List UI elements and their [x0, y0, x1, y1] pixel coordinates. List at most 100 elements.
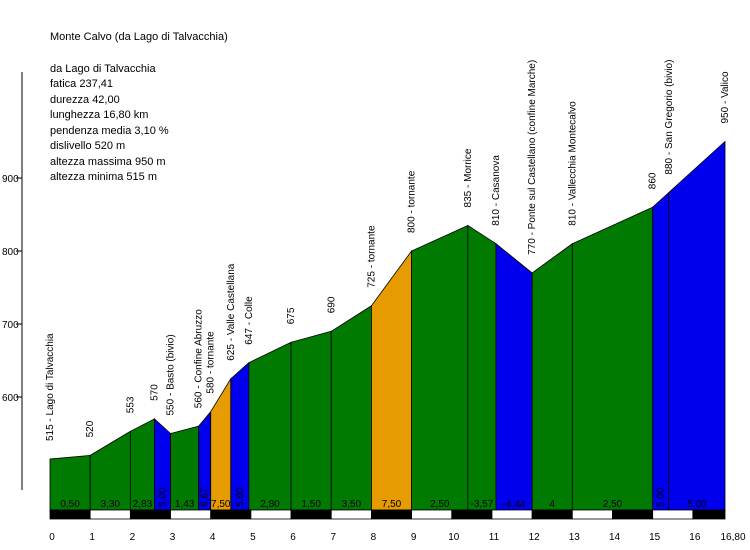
x-tick-label: 10 — [448, 532, 460, 543]
point-label: 550 - Basto (bivio) — [166, 334, 177, 415]
km-scale-block — [210, 509, 252, 520]
profile-segment — [571, 206, 654, 511]
point-label: 570 — [149, 384, 160, 401]
point-label: 690 — [326, 296, 337, 313]
point-label: 810 - Vallecchia Montecalvo — [567, 101, 578, 226]
profile-segment — [371, 249, 413, 511]
y-tick-label: 800 — [2, 247, 19, 258]
profile-segment — [129, 418, 155, 511]
info-line: altezza massima 950 m — [50, 155, 166, 168]
km-scale-block — [371, 509, 413, 520]
x-tick-label: 0 — [49, 532, 55, 543]
x-tick-label: 7 — [330, 532, 336, 543]
info-line: da Lago di Talvacchia — [50, 62, 156, 75]
profile-segment — [248, 341, 292, 511]
point-label: 580 - tornante — [206, 331, 217, 394]
km-scale-block — [612, 509, 654, 520]
segment-grade-label: 5,00 — [656, 487, 667, 507]
segment-grade-label: 7,50 — [211, 499, 231, 510]
segment-grade-label: 2,80 — [260, 499, 280, 510]
km-scale-block — [49, 509, 91, 520]
y-tick-label: 700 — [2, 320, 19, 331]
point-label: 725 - tornante — [366, 225, 377, 288]
profile-segment — [290, 330, 332, 511]
point-label: 625 - Valle Castellana — [226, 263, 237, 361]
x-tick-label: 2 — [130, 532, 136, 543]
x-tick-label: 13 — [569, 532, 581, 543]
point-label: 880 - San Gregorio (bivio) — [664, 60, 675, 175]
x-tick-label: 16,80 — [720, 532, 745, 543]
chart-title: Monte Calvo (da Lago di Talvacchia) — [50, 31, 228, 43]
info-line: lunghezza 16,80 km — [50, 109, 149, 121]
segment-grade-label: 7,50 — [382, 499, 402, 510]
km-scale-block — [692, 509, 726, 520]
x-tick-label: 5 — [250, 532, 256, 543]
profile-segment — [531, 242, 573, 511]
point-label: 520 — [85, 420, 96, 437]
km-scale-block — [170, 509, 212, 520]
profile-segment — [330, 305, 372, 511]
km-scale-block — [652, 509, 694, 520]
info-line: durezza 42,00 — [50, 93, 120, 106]
point-label: 553 — [125, 396, 136, 413]
info-line: fatica 237,41 — [50, 78, 113, 90]
point-label: 770 - Ponte sul Castellano (confine Marc… — [527, 60, 538, 255]
km-scale-block — [250, 509, 292, 520]
km-scale-block — [531, 509, 573, 520]
km-scale-block — [290, 509, 332, 520]
profile-segment — [668, 140, 726, 511]
segment-grade-label: 2,50 — [603, 499, 623, 510]
x-tick-label: 4 — [210, 532, 216, 543]
km-scale-block — [451, 509, 493, 520]
info-line: altezza minima 515 m — [50, 171, 157, 183]
segment-grade-label: -4,44 — [503, 499, 526, 510]
point-label: 515 - Lago di Talvacchia — [45, 333, 56, 441]
info-line: dislivello 520 m — [50, 140, 126, 152]
km-scale-block — [129, 509, 171, 520]
y-tick-label: 600 — [2, 393, 19, 404]
segment-grade-label: 2,83 — [133, 499, 153, 510]
info-line: pendenza media 3,10 % — [50, 124, 169, 137]
point-label: 647 - Colle — [244, 296, 255, 345]
profile-segment — [467, 224, 497, 511]
x-tick-label: 1 — [89, 532, 95, 543]
segment-grade-label: 0,50 — [60, 499, 80, 510]
segment-grade-label: 6,67 — [200, 487, 211, 507]
profile-segment — [170, 425, 200, 511]
segment-grade-label: 2,50 — [430, 499, 450, 510]
x-tick-label: 3 — [170, 532, 176, 543]
profile-segment — [652, 191, 670, 511]
segment-grade-label: 1,43 — [175, 499, 195, 510]
x-tick-label: 6 — [290, 532, 296, 543]
segment-grade-label: 3,50 — [342, 499, 362, 510]
km-scale-block — [89, 509, 131, 520]
km-scale-block — [411, 509, 453, 520]
x-tick-label: 16 — [689, 532, 701, 543]
km-scale-block — [330, 509, 372, 520]
y-tick-label: 900 — [2, 174, 19, 185]
segment-grade-label: -3,57 — [471, 499, 494, 510]
info-panel: Monte Calvo (da Lago di Talvacchia) da L… — [50, 30, 228, 186]
segment-grade-label: 5,00 — [687, 499, 707, 510]
profile-segment — [495, 242, 533, 511]
point-label: 810 - Casanova — [491, 155, 502, 226]
point-label: 800 - tornante — [407, 170, 418, 233]
segment-grade-label: 1,50 — [301, 499, 321, 510]
x-tick-label: 15 — [649, 532, 661, 543]
x-tick-label: 9 — [411, 532, 417, 543]
point-label: 560 - Confine Abruzzo — [194, 309, 205, 408]
point-label: 860 — [648, 172, 659, 189]
x-tick-label: 14 — [609, 532, 621, 543]
profile-segment — [411, 224, 469, 511]
x-tick-label: 11 — [489, 532, 500, 543]
km-scale-block — [571, 509, 613, 520]
point-label: 675 — [286, 307, 297, 324]
x-tick-label: 12 — [529, 532, 541, 543]
profile-segment — [210, 377, 232, 511]
km-scale-block — [491, 509, 533, 520]
segment-grade-label: 5,00 — [235, 487, 246, 507]
segment-grade-label: 4 — [549, 499, 555, 510]
point-label: 835 - Morrice — [463, 148, 474, 207]
x-tick-label: 8 — [371, 532, 377, 543]
